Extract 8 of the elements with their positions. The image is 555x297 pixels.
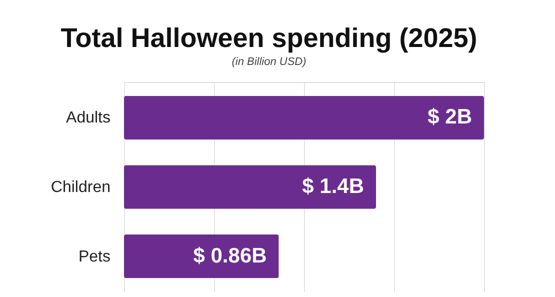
y-tick-label: Pets	[78, 248, 110, 266]
y-tick-label: Adults	[66, 110, 110, 127]
chart-subtitle: (in Billion USD)	[232, 56, 307, 68]
data-label: $ 0.86B	[193, 244, 267, 268]
chart-title: Total Halloween spending (2025)	[60, 23, 478, 53]
data-label: $ 1.4B	[302, 175, 364, 198]
y-tick-label: Children	[50, 179, 110, 196]
data-label: $ 2B	[428, 106, 472, 129]
